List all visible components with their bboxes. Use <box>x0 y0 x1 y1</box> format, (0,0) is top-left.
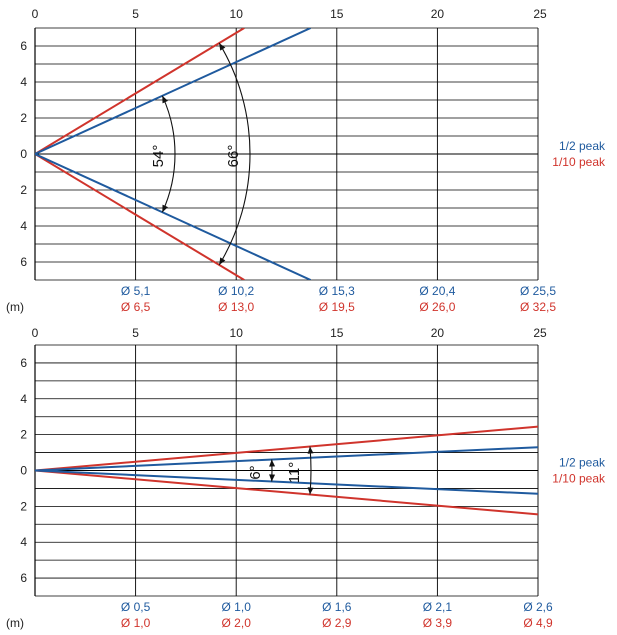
angle-arrowhead <box>219 257 226 265</box>
angle-arrowhead <box>307 487 314 495</box>
angle-arrowhead <box>307 446 314 454</box>
beam-edge-lower <box>35 153 312 280</box>
diameter-tenth-peak: Ø 2,9 <box>322 616 352 630</box>
angle-arc <box>218 42 251 266</box>
diameter-half-peak: Ø 2,6 <box>523 600 553 614</box>
legend-half-peak: 1/2 peak <box>559 456 606 470</box>
angle-label: 66° <box>225 145 242 168</box>
angle-arrowhead <box>219 43 226 51</box>
beam-edge-lower <box>35 153 245 280</box>
x-tick-label: 20 <box>431 326 445 340</box>
diameter-half-peak: Ø 20,4 <box>419 284 455 298</box>
diameter-half-peak: Ø 15,3 <box>319 284 355 298</box>
unit-label: (m) <box>6 300 24 314</box>
diameter-half-peak: Ø 5,1 <box>121 284 151 298</box>
diameter-half-peak: Ø 10,2 <box>218 284 254 298</box>
y-tick-label: 0 <box>20 147 27 161</box>
diameter-tenth-peak: Ø 3,9 <box>423 616 453 630</box>
legend-tenth-peak: 1/10 peak <box>552 472 606 486</box>
legend-half-peak: 1/2 peak <box>559 139 606 153</box>
x-tick-label: 5 <box>132 7 139 21</box>
unit-label: (m) <box>6 616 24 630</box>
diameter-tenth-peak: Ø 32,5 <box>520 300 556 314</box>
y-tick-label: 6 <box>20 571 27 585</box>
diameter-half-peak: Ø 2,1 <box>423 600 453 614</box>
y-tick-label: 4 <box>20 219 27 233</box>
diameter-half-peak: Ø 1,0 <box>222 600 252 614</box>
angle-arrowhead <box>162 95 168 104</box>
x-tick-label: 10 <box>230 7 244 21</box>
diameter-tenth-peak: Ø 6,5 <box>121 300 151 314</box>
angle-arc <box>161 95 176 213</box>
diameter-tenth-peak: Ø 13,0 <box>218 300 254 314</box>
beam-lines <box>35 28 312 280</box>
x-tick-label: 25 <box>533 326 547 340</box>
beam-edge-lower <box>35 469 538 495</box>
beam-edge-lower <box>35 469 538 516</box>
x-tick-label: 0 <box>32 7 39 21</box>
y-tick-label: 4 <box>20 392 27 406</box>
y-tick-label: 0 <box>20 464 27 478</box>
beam-lines <box>35 425 538 516</box>
beam-edge-upper <box>35 28 245 155</box>
diameter-tenth-peak: Ø 19,5 <box>319 300 355 314</box>
angle-label: 6° <box>247 465 264 479</box>
x-tick-label: 15 <box>330 326 344 340</box>
x-tick-label: 20 <box>431 7 445 21</box>
y-tick-label: 2 <box>20 428 27 442</box>
diameter-half-peak: Ø 0,5 <box>121 600 151 614</box>
y-tick-label: 2 <box>20 111 27 125</box>
y-tick-label: 4 <box>20 75 27 89</box>
diameter-tenth-peak: Ø 26,0 <box>419 300 455 314</box>
diameter-tenth-peak: Ø 2,0 <box>222 616 252 630</box>
beam-edge-upper <box>35 28 312 155</box>
diameter-tenth-peak: Ø 1,0 <box>121 616 151 630</box>
diameter-half-peak: Ø 1,6 <box>322 600 352 614</box>
y-tick-label: 6 <box>20 255 27 269</box>
angle-arrowhead <box>162 204 168 213</box>
beam-edge-upper <box>35 425 538 472</box>
x-tick-label: 15 <box>330 7 344 21</box>
y-tick-label: 4 <box>20 535 27 549</box>
y-tick-label: 6 <box>20 356 27 370</box>
angle-label: 11° <box>286 462 303 484</box>
x-tick-label: 0 <box>32 326 39 340</box>
beam-edge-upper <box>35 446 538 472</box>
angle-label: 54° <box>150 145 167 168</box>
y-tick-label: 6 <box>20 39 27 53</box>
x-tick-label: 10 <box>230 326 244 340</box>
x-tick-label: 25 <box>533 7 547 21</box>
diameter-tenth-peak: Ø 4,9 <box>523 616 553 630</box>
y-tick-label: 2 <box>20 183 27 197</box>
angle-arrowhead <box>269 474 276 482</box>
angle-arrowhead <box>269 459 276 467</box>
x-tick-label: 5 <box>132 326 139 340</box>
legend-tenth-peak: 1/10 peak <box>552 155 606 169</box>
diameter-half-peak: Ø 25,5 <box>520 284 556 298</box>
y-tick-label: 2 <box>20 499 27 513</box>
